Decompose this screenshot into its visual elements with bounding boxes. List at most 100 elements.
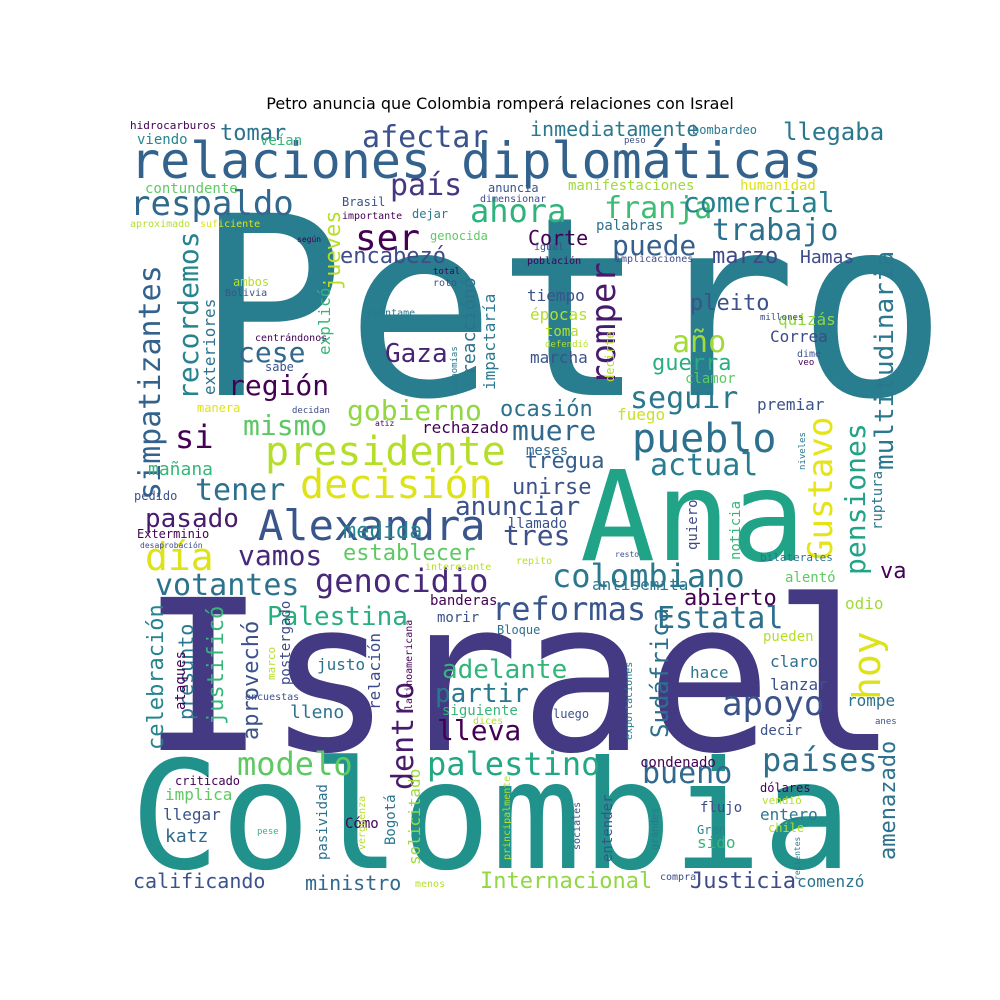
cloud-word: odio — [845, 594, 884, 613]
cloud-word: modelo — [237, 745, 353, 783]
cloud-word: clamor — [685, 371, 736, 387]
cloud-word: ocasión — [500, 397, 593, 422]
cloud-word: Internacional — [480, 869, 652, 894]
cloud-word: Colombia — [130, 730, 852, 904]
cloud-word: meses — [526, 443, 568, 459]
cloud-word: roto — [433, 278, 457, 289]
cloud-word: niveles — [798, 432, 808, 470]
cloud-word: centrándonos — [255, 332, 327, 344]
cloud-word: rechazado — [422, 418, 509, 437]
cloud-word: exportaciones — [624, 662, 635, 740]
cloud-word: Sudáfrica — [646, 608, 674, 738]
cloud-word: año — [672, 325, 726, 360]
cloud-word: marco — [265, 647, 278, 680]
cloud-word: multitudinaria — [870, 251, 900, 470]
cloud-word: Israel — [140, 555, 899, 800]
chart-title: Petro anuncia que Colombia romperá relac… — [266, 94, 734, 113]
cloud-word: mismo — [243, 409, 327, 442]
cloud-word: justificó — [204, 606, 229, 725]
cloud-word: suficiente — [200, 219, 260, 230]
cloud-word: pasividad — [315, 784, 331, 860]
cloud-word: veo — [798, 358, 814, 368]
cloud-word: día — [145, 535, 214, 579]
cloud-word: relación — [365, 633, 384, 710]
cloud-word: encabezó — [340, 244, 446, 269]
cloud-word: hoy — [845, 631, 889, 700]
cloud-word: unirse — [512, 475, 591, 500]
cloud-word: katz — [165, 826, 208, 847]
cloud-word: pasado — [145, 504, 239, 534]
cloud-word: afectar — [362, 120, 488, 155]
cloud-word: tres — [503, 519, 570, 552]
cloud-word: marcha — [530, 348, 588, 367]
cloud-word: alentó — [785, 570, 836, 586]
cloud-word: simpatizantes — [133, 265, 168, 500]
cloud-word: actual — [650, 448, 758, 483]
cloud-word: abierto — [684, 586, 777, 611]
cloud-word: repito — [516, 556, 552, 567]
cloud-word: ambos — [233, 275, 269, 289]
cloud-word: desaprobación — [140, 540, 203, 550]
cloud-word: defendió — [545, 339, 588, 350]
cloud-word: condenado — [640, 755, 716, 771]
cloud-word: aprovechó — [239, 621, 264, 740]
cloud-word: igual — [534, 242, 564, 253]
cloud-word: ahora — [470, 192, 566, 230]
cloud-word: Brasil — [342, 195, 385, 209]
cloud-word: amenazado — [876, 741, 901, 860]
cloud-word: total — [433, 267, 460, 277]
cloud-word: manifestaciones — [568, 178, 694, 194]
cloud-word: partir — [435, 679, 529, 709]
cloud-word: tomar — [220, 121, 286, 146]
cloud-word: fuego — [617, 405, 665, 424]
cloud-word: recientes — [793, 836, 802, 880]
cloud-word: pensiones — [839, 423, 872, 575]
cloud-word: medida — [343, 519, 422, 544]
cloud-word: pueden — [763, 629, 814, 645]
cloud-word: comenzó — [797, 872, 864, 891]
cloud-word: antisemita — [592, 575, 688, 594]
cloud-word: Bloque — [497, 623, 540, 637]
cloud-word: va — [880, 559, 907, 584]
cloud-word: impactaría — [480, 294, 499, 390]
cloud-word: Estatal — [657, 601, 783, 636]
cloud-word: justo — [317, 655, 365, 674]
cloud-word: sabe — [265, 360, 294, 374]
cloud-word: recordemos — [172, 231, 205, 400]
cloud-word: comercial — [683, 186, 835, 219]
cloud-word: pleito — [690, 291, 769, 316]
cloud-word: tregua — [525, 449, 604, 474]
cloud-word: celebración — [144, 604, 169, 750]
cloud-word: Justicia — [690, 869, 796, 894]
cloud-word: dentro — [386, 682, 421, 790]
cloud-word: presunto — [174, 624, 198, 720]
cloud-word: Exterminio — [137, 527, 209, 541]
cloud-word: franja — [604, 191, 712, 226]
cloud-word: tener — [195, 473, 285, 508]
cloud-word: implica — [165, 785, 232, 804]
cloud-word: entero — [760, 805, 818, 824]
cloud-word: resto — [615, 550, 639, 559]
cloud-word: inmediatamente — [530, 117, 699, 141]
cloud-word: país — [390, 168, 462, 203]
cloud-word: cese — [238, 336, 305, 369]
cloud-word: hace — [690, 663, 729, 682]
cloud-word: pueblo — [632, 416, 777, 462]
cloud-word: decir — [760, 723, 802, 739]
cloud-word: contundente — [145, 181, 238, 197]
cloud-word: implicaciones — [615, 254, 693, 265]
cloud-word: postergado — [278, 601, 294, 685]
cloud-word: viendo — [137, 132, 188, 148]
cloud-word: apoyo — [722, 684, 824, 724]
cloud-word: según — [297, 235, 321, 244]
cloud-word: Bolivia — [225, 288, 267, 299]
cloud-word: Bogotá — [383, 794, 399, 845]
cloud-word: anunciar — [455, 492, 580, 522]
cloud-word: presidente — [265, 429, 506, 475]
cloud-word: pedido — [134, 489, 177, 503]
cloud-word: dime — [797, 349, 821, 360]
cloud-word: marzo — [712, 244, 778, 269]
cloud-word: morir — [437, 610, 479, 626]
cloud-word: veían — [260, 133, 302, 149]
